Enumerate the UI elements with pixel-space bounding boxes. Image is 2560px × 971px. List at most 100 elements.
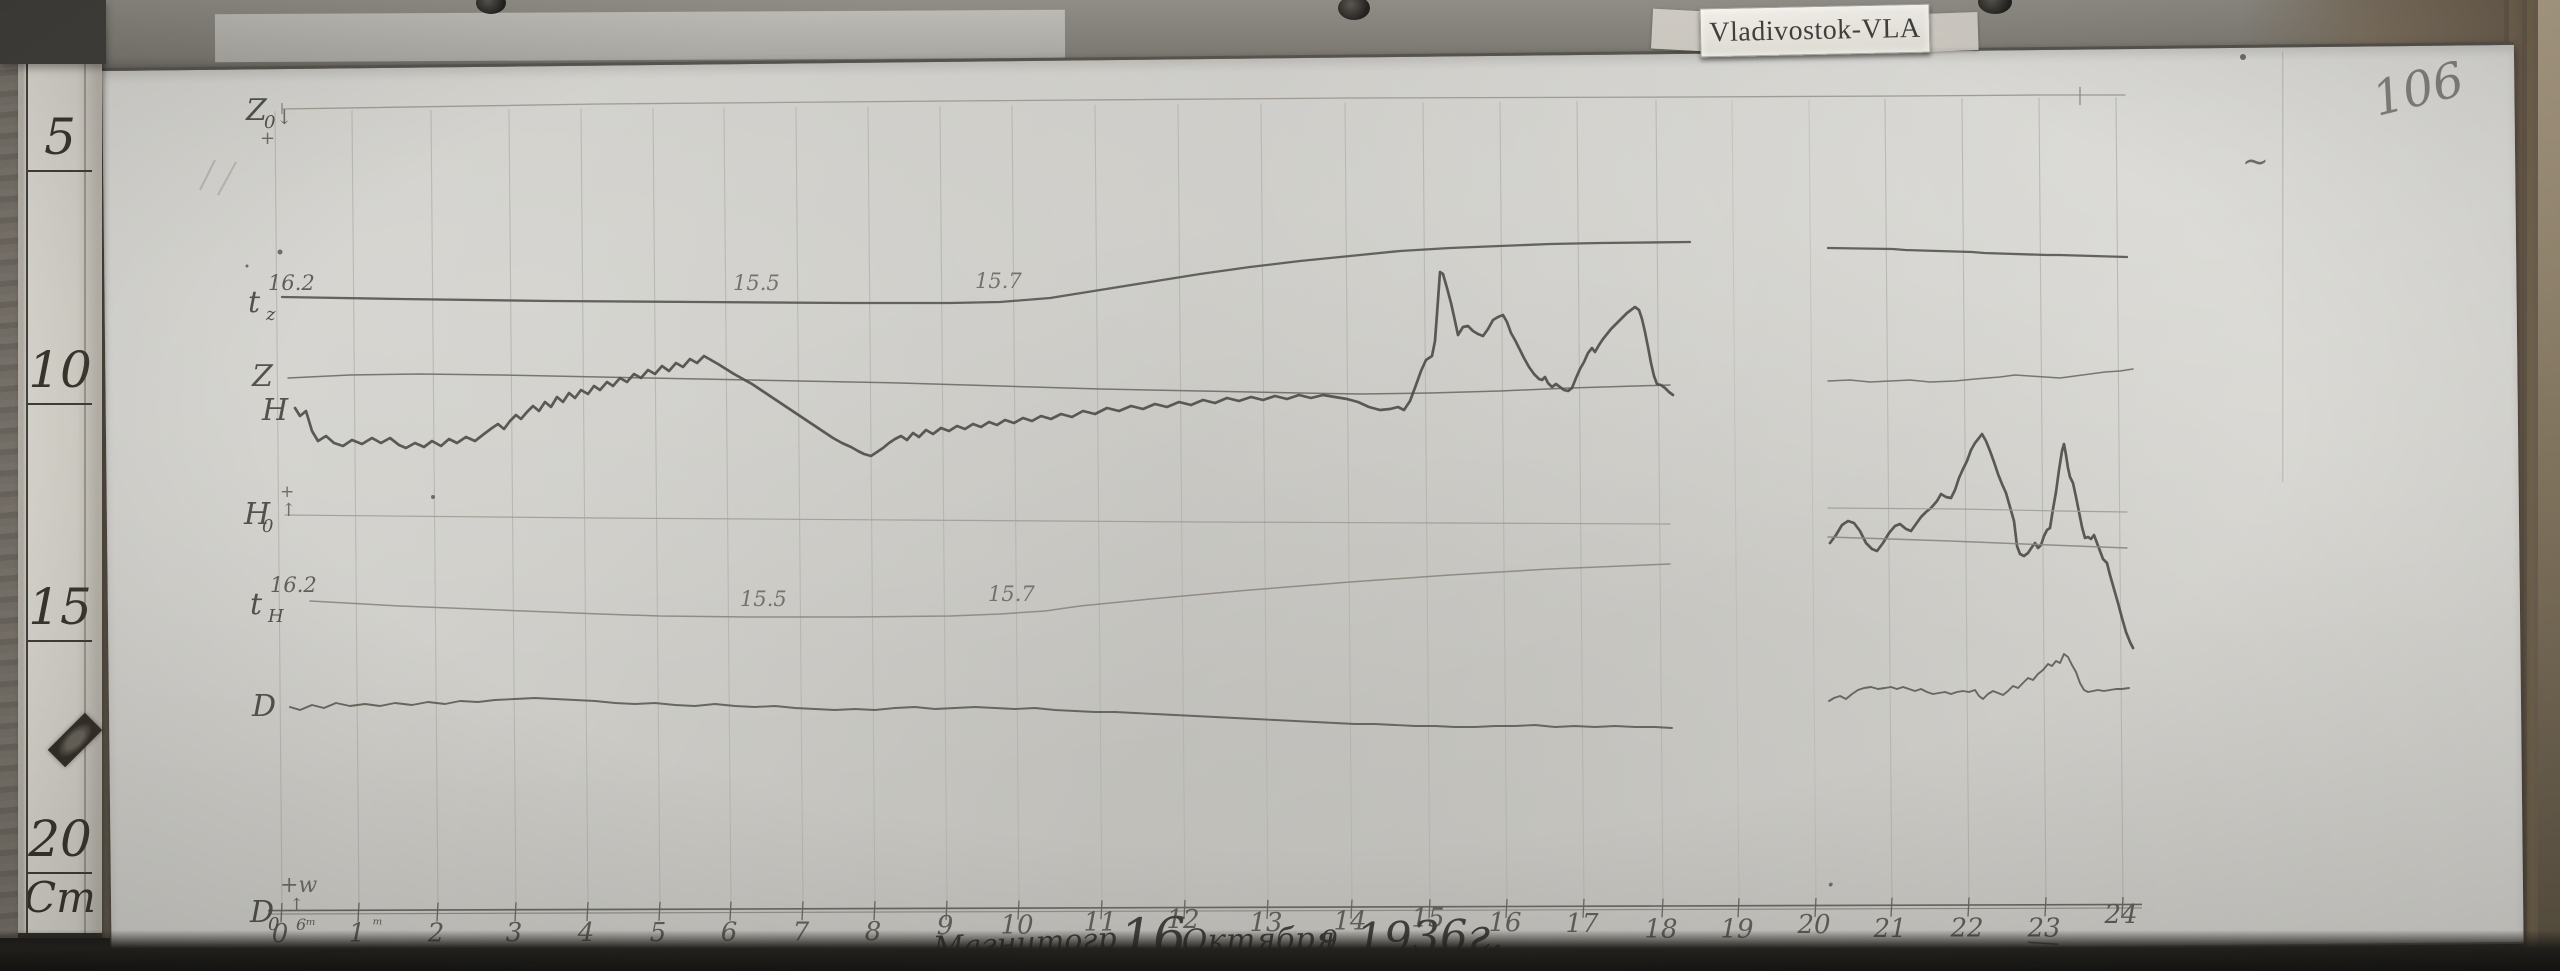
time-axis-line bbox=[267, 903, 2143, 912]
t-z-temperature bbox=[1826, 246, 2129, 259]
ruler-graduation bbox=[28, 403, 92, 405]
pencil-mark: + bbox=[280, 482, 294, 502]
hour-gridline bbox=[1808, 99, 1817, 905]
D-trace bbox=[1828, 653, 2130, 702]
hour-tick bbox=[1890, 897, 1893, 917]
t-z-temperature-label-sub: z bbox=[265, 304, 276, 325]
pin-knob bbox=[476, 0, 506, 14]
hour-gridline bbox=[274, 110, 283, 910]
hour-gridline bbox=[351, 110, 360, 909]
t-z-temperature bbox=[280, 240, 1692, 305]
t-H-temperature-label-sub: H bbox=[267, 606, 284, 627]
hour-gridline bbox=[1011, 105, 1020, 907]
hour-tick bbox=[1183, 900, 1186, 920]
D-trace-label: D bbox=[251, 689, 276, 724]
t-H-temperature bbox=[309, 563, 1671, 618]
hour-tick bbox=[1582, 898, 1585, 918]
hour-tick bbox=[2121, 896, 2124, 917]
ruler-graduation bbox=[28, 170, 92, 172]
hour-tick bbox=[2044, 897, 2047, 917]
H0-baseline bbox=[284, 514, 1671, 525]
hour-tick bbox=[729, 901, 732, 921]
temperature-annotation: 15.5 bbox=[733, 271, 780, 295]
dark-corner bbox=[0, 0, 106, 64]
t-z-temperature-label-sup: 16.2 bbox=[268, 271, 315, 295]
tape-piece bbox=[1650, 8, 1708, 52]
pencil-scribble bbox=[217, 161, 237, 196]
H-trace-label: H bbox=[261, 393, 289, 428]
D-trace bbox=[289, 697, 1673, 729]
hour-tick bbox=[1737, 898, 1740, 918]
ruler-edge-line bbox=[26, 28, 28, 948]
station-label-tag: Vladivostok-VLA bbox=[1699, 3, 1931, 58]
pencil-mark: ↑ bbox=[281, 500, 296, 521]
Z-trace bbox=[1827, 368, 2134, 383]
hour-gridline bbox=[652, 108, 661, 908]
pencil-mark: · bbox=[1826, 868, 1836, 903]
desk-shadow-bottom bbox=[0, 930, 2560, 971]
hour-gridline bbox=[1344, 102, 1353, 906]
pencil-mark: ↑ bbox=[289, 895, 304, 916]
ruler-number: 15 bbox=[28, 578, 92, 636]
pencil-dot bbox=[277, 249, 283, 255]
pencil-mark: ~ bbox=[2242, 142, 2269, 180]
hour-tick-superscript: 6ᵐ bbox=[296, 915, 316, 934]
paper-crease bbox=[2282, 52, 2285, 482]
H0-baseline bbox=[1827, 507, 2128, 513]
pencil-scribble bbox=[199, 159, 216, 191]
hour-tick bbox=[1017, 900, 1020, 920]
ruler-graduation bbox=[28, 640, 92, 642]
pencil-mark: ↓ bbox=[276, 105, 293, 129]
hour-gridline bbox=[1260, 103, 1269, 906]
hour-gridline bbox=[580, 108, 589, 909]
hour-gridline bbox=[1576, 101, 1585, 905]
ruler-number: 5 bbox=[44, 108, 76, 166]
hour-tick bbox=[1967, 897, 1970, 917]
hour-gridline bbox=[508, 109, 517, 909]
ruler-number: 10 bbox=[28, 341, 92, 399]
ruler-graduation bbox=[28, 872, 92, 874]
t-z-temperature-label: t bbox=[248, 285, 261, 320]
Z0-baseline bbox=[281, 94, 2126, 110]
temperature-annotation: 15.7 bbox=[975, 269, 1022, 293]
ruler-edge-line bbox=[84, 28, 86, 948]
Z0-baseline-label-sub: 0 bbox=[264, 112, 275, 133]
hour-gridline bbox=[2115, 96, 2124, 904]
hour-tick bbox=[801, 901, 804, 921]
pencil-dot bbox=[2240, 54, 2246, 60]
Z-trace-label: Z bbox=[251, 359, 274, 394]
pencil-mark: +w bbox=[280, 873, 317, 898]
hour-tick bbox=[1350, 899, 1353, 919]
hour-gridline bbox=[1422, 102, 1431, 906]
pencil-dot bbox=[431, 495, 435, 499]
temperature-annotation: 15.5 bbox=[740, 587, 787, 611]
hour-gridline bbox=[1731, 99, 1740, 905]
hour-gridline bbox=[1655, 100, 1664, 905]
hour-tick bbox=[514, 902, 517, 922]
Z-trace bbox=[287, 373, 1671, 395]
D0-baseline-label: D bbox=[249, 895, 274, 930]
pencil-mark: + bbox=[260, 128, 275, 149]
hour-gridline bbox=[723, 107, 732, 908]
H0-baseline-label: H bbox=[243, 497, 271, 532]
hour-gridline bbox=[1499, 101, 1508, 906]
hour-gridline bbox=[939, 105, 948, 907]
ruler-number: 20 bbox=[28, 810, 92, 868]
t-H-temperature bbox=[1827, 536, 2128, 549]
H-trace bbox=[1828, 432, 2135, 650]
D0-baseline-label-sub: 0 bbox=[268, 914, 279, 935]
hour-tick bbox=[1505, 898, 1508, 919]
hour-tick bbox=[658, 901, 661, 921]
wood-edge-strip bbox=[2538, 0, 2560, 971]
hour-gridline bbox=[1884, 98, 1893, 904]
H0-baseline-label-sub: 0 bbox=[262, 516, 273, 537]
hour-tick bbox=[873, 901, 876, 921]
time-axis-line-2 bbox=[267, 907, 2143, 915]
hour-tick bbox=[357, 902, 360, 922]
hour-tick-label: 15 bbox=[1411, 903, 1444, 933]
hour-tick-label: 24 bbox=[2103, 900, 2137, 930]
hour-tick bbox=[436, 902, 439, 922]
pin-knob bbox=[1978, 0, 2012, 14]
